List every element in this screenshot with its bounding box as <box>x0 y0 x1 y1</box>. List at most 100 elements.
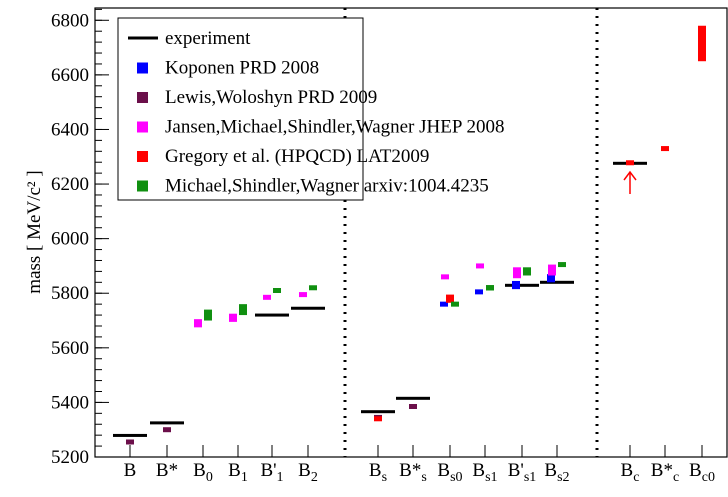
lattice-result <box>273 288 281 294</box>
lattice-result <box>194 319 202 328</box>
x-tick-label: B1 <box>228 460 248 485</box>
x-tick-subscript: s0 <box>450 470 462 485</box>
lattice-result <box>374 416 382 422</box>
lattice-result <box>163 427 171 433</box>
experiment-line <box>255 313 289 317</box>
lattice-result <box>239 304 247 316</box>
lattice-result <box>523 267 531 276</box>
legend-marker <box>128 36 158 40</box>
legend-label: Michael,Shindler,Wagner arxiv:1004.4235 <box>165 176 489 197</box>
y-tick-label: 6000 <box>51 229 89 250</box>
lattice-result <box>547 274 555 283</box>
x-tick-main: B' <box>508 460 524 481</box>
lattice-result <box>626 160 634 166</box>
x-tick-main: B <box>689 460 702 481</box>
x-tick-subscript: 1 <box>241 470 248 485</box>
x-tick-subscript: s1 <box>485 470 497 485</box>
x-tick-label: B <box>124 460 137 481</box>
legend-label: experiment <box>165 28 251 49</box>
lattice-result <box>548 264 556 276</box>
x-tick-main: B* <box>651 460 673 481</box>
x-tick-main: B <box>369 460 382 481</box>
experiment-line <box>150 421 184 425</box>
lattice-result <box>409 404 417 410</box>
lattice-result <box>126 439 134 445</box>
y-tick-label: 5200 <box>51 447 89 468</box>
x-tick-main: B' <box>260 460 276 481</box>
x-tick-main: B <box>298 460 311 481</box>
lattice-result <box>476 263 484 269</box>
lattice-result <box>512 280 520 290</box>
x-tick-label: B0 <box>193 460 213 485</box>
lattice-result <box>440 301 448 307</box>
x-tick-main: B <box>544 460 557 481</box>
experiment-line <box>396 396 430 400</box>
x-tick-label: B* <box>156 460 178 481</box>
legend-label: Jansen,Michael,Shindler,Wagner JHEP 2008 <box>165 117 504 138</box>
experiment-line <box>291 306 325 310</box>
y-tick-label: 5400 <box>51 392 89 413</box>
lattice-result <box>309 285 317 291</box>
lattice-result <box>441 274 449 280</box>
x-tick-label: Bs2 <box>544 460 569 485</box>
legend-marker <box>137 62 148 74</box>
lattice-result <box>475 289 483 295</box>
x-tick-subscript: s2 <box>557 470 569 485</box>
y-tick-label: 5800 <box>51 283 89 304</box>
x-tick-label: Bc <box>621 460 640 485</box>
x-tick-subscript: c <box>633 470 639 485</box>
plot-frame <box>94 7 728 458</box>
x-tick-label: Bs <box>369 460 387 485</box>
x-tick-label: B*c <box>651 460 679 485</box>
legend-label: Gregory et al. (HPQCD) LAT2009 <box>165 146 429 167</box>
lattice-result <box>229 313 237 322</box>
x-tick-label: Bs0 <box>437 460 462 485</box>
x-tick-label: Bs1 <box>472 460 497 485</box>
x-tick-subscript: s <box>421 470 426 485</box>
y-tick-label: 6600 <box>51 65 89 86</box>
x-tick-label: B'1 <box>260 460 283 485</box>
x-tick-label: B's1 <box>508 460 537 485</box>
x-tick-subscript: s <box>382 470 387 485</box>
y-tick-label: 6400 <box>51 119 89 140</box>
lattice-result <box>486 285 494 291</box>
legend-marker <box>137 180 148 192</box>
x-tick-subscript: s1 <box>524 470 536 485</box>
x-tick-main: B <box>621 460 634 481</box>
x-tick-label: Bc0 <box>689 460 715 485</box>
legend-box <box>117 17 364 201</box>
x-tick-subscript: 1 <box>277 470 284 485</box>
experiment-line <box>505 283 539 287</box>
y-tick-label: 6800 <box>51 10 89 31</box>
x-tick-main: B* <box>156 460 178 481</box>
lattice-result <box>204 309 212 321</box>
legend-marker <box>137 121 148 133</box>
x-tick-subscript: c0 <box>702 470 715 485</box>
lattice-result <box>558 262 566 268</box>
arrow <box>623 170 637 194</box>
x-tick-main: B* <box>399 460 421 481</box>
lattice-result <box>698 25 706 62</box>
x-tick-main: B <box>228 460 241 481</box>
legend-marker <box>137 92 148 103</box>
x-tick-main: B <box>472 460 485 481</box>
y-axis-label: mass [ MeV/c² ] <box>24 170 45 293</box>
x-tick-main: B <box>437 460 450 481</box>
y-tick-label: 6200 <box>51 174 89 195</box>
x-tick-label: B*s <box>399 460 427 485</box>
x-tick-main: B <box>193 460 206 481</box>
lattice-result <box>446 294 454 303</box>
experiment-line <box>540 280 574 284</box>
x-tick-subscript: 2 <box>311 470 318 485</box>
y-tick-label: 5600 <box>51 338 89 359</box>
lattice-result <box>661 146 669 152</box>
lattice-result <box>299 292 307 298</box>
x-tick-subscript: c <box>673 470 679 485</box>
lattice-result <box>451 301 459 307</box>
x-tick-main: B <box>124 460 137 481</box>
x-tick-label: B2 <box>298 460 318 485</box>
legend-marker <box>137 151 148 162</box>
experiment-line <box>113 433 147 437</box>
experiment-line <box>361 410 395 414</box>
